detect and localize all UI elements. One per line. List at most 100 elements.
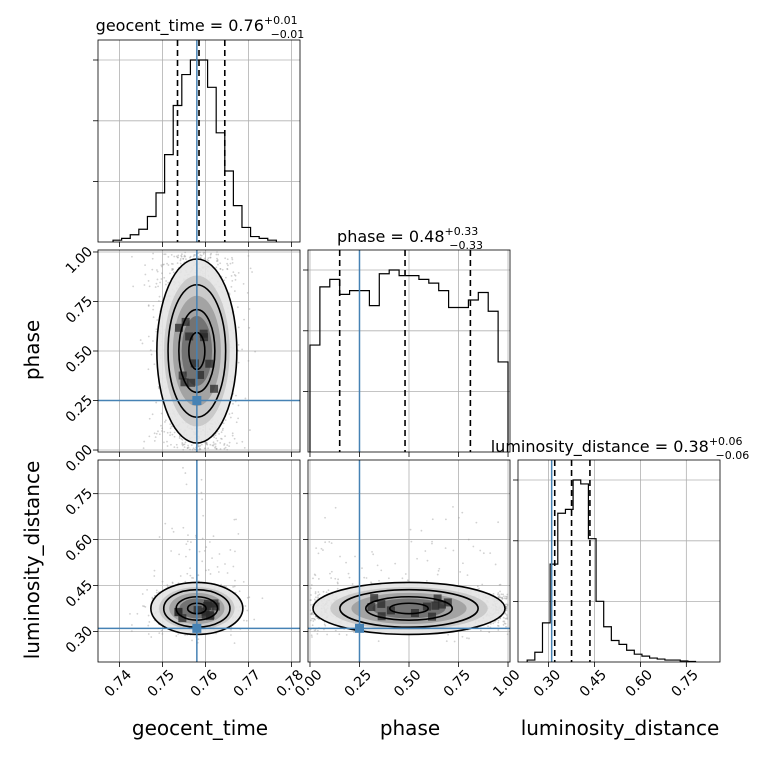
sample-point: [211, 444, 214, 447]
sample-point: [224, 563, 226, 565]
sample-point: [492, 622, 495, 625]
sample-point: [147, 624, 150, 627]
sample-point: [199, 256, 202, 259]
sample-point: [226, 267, 229, 270]
sample-point: [312, 617, 314, 620]
y-tick-label: 1.00: [63, 244, 96, 277]
sample-point: [147, 633, 150, 635]
sample-point: [155, 401, 158, 404]
sample-point: [210, 252, 212, 255]
sample-point: [497, 595, 500, 598]
sample-point: [312, 620, 315, 622]
sample-point: [235, 421, 238, 424]
density-cell: [437, 600, 446, 609]
sample-point: [237, 343, 240, 346]
y-tick-label: 0.60: [63, 531, 96, 564]
sample-point: [197, 574, 200, 577]
density-cell: [206, 611, 215, 620]
sample-point: [156, 319, 159, 321]
sample-point: [201, 560, 204, 563]
sample-point: [155, 589, 158, 592]
sample-point: [211, 557, 213, 560]
density-cell: [174, 608, 183, 617]
sample-point: [497, 624, 499, 627]
sample-point: [166, 440, 168, 443]
density-cell: [178, 614, 187, 623]
sample-point: [505, 609, 508, 612]
sample-point: [215, 447, 218, 450]
sample-point: [323, 623, 326, 626]
sample-point: [312, 577, 314, 580]
x-tick-label: 0.25: [342, 667, 375, 700]
sample-point: [153, 363, 156, 366]
sample-point: [152, 304, 155, 307]
sample-point: [330, 570, 333, 573]
sample-point: [503, 620, 506, 623]
sample-point: [223, 442, 226, 445]
sample-point: [167, 281, 170, 284]
sample-point: [452, 549, 455, 552]
density-cell: [193, 606, 202, 615]
sample-point: [345, 633, 348, 636]
sample-point: [233, 273, 236, 276]
sample-point: [424, 550, 427, 552]
sample-point: [156, 269, 158, 271]
sample-point: [229, 262, 232, 265]
sample-point: [170, 425, 173, 428]
contour-1: [339, 588, 479, 628]
sample-point: [371, 550, 373, 553]
sample-point: [310, 603, 312, 606]
sample-point: [505, 597, 508, 600]
sample-point: [468, 637, 470, 640]
sample-point: [233, 290, 236, 292]
sample-point: [219, 268, 222, 270]
sample-point: [187, 444, 189, 447]
sample-point: [336, 582, 339, 585]
sample-point: [224, 419, 227, 422]
sample-point: [348, 576, 351, 579]
sample-point: [498, 583, 501, 586]
sample-point: [466, 574, 469, 577]
sample-point: [200, 491, 203, 494]
sample-point: [310, 612, 313, 615]
sample-point: [205, 443, 208, 445]
sample-point: [212, 535, 215, 538]
sample-point: [334, 506, 337, 509]
sample-point: [177, 254, 180, 257]
sample-point: [154, 286, 157, 288]
sample-point: [161, 272, 163, 275]
sample-point: [160, 430, 163, 432]
sample-point: [158, 632, 161, 635]
sample-point: [233, 642, 236, 645]
sample-point: [505, 607, 508, 610]
y-tick-label: 0.75: [63, 293, 96, 326]
panel-content: [518, 460, 720, 662]
sample-point: [416, 557, 418, 560]
sample-point: [163, 253, 166, 256]
sample-point: [330, 577, 333, 579]
sample-point: [497, 521, 500, 524]
sample-point: [246, 609, 249, 612]
sample-point: [146, 588, 149, 591]
sample-point: [201, 537, 204, 540]
sample-point: [462, 562, 464, 565]
sample-point: [458, 516, 460, 519]
sample-point: [235, 394, 237, 397]
sample-point: [336, 587, 339, 590]
sample-point: [226, 262, 228, 265]
sample-point: [505, 605, 508, 608]
sample-point: [169, 431, 172, 434]
sample-point: [472, 545, 475, 548]
sample-point: [336, 581, 339, 584]
sample-point: [438, 567, 441, 570]
sample-point: [311, 624, 314, 627]
sample-point: [230, 628, 232, 631]
sample-point: [499, 590, 501, 593]
sample-point: [180, 255, 183, 258]
sample-point: [334, 629, 337, 632]
sample-point: [209, 253, 212, 256]
sample-point: [161, 633, 164, 635]
sample-point: [497, 621, 500, 624]
sample-point: [467, 538, 470, 541]
sample-point: [376, 564, 379, 567]
